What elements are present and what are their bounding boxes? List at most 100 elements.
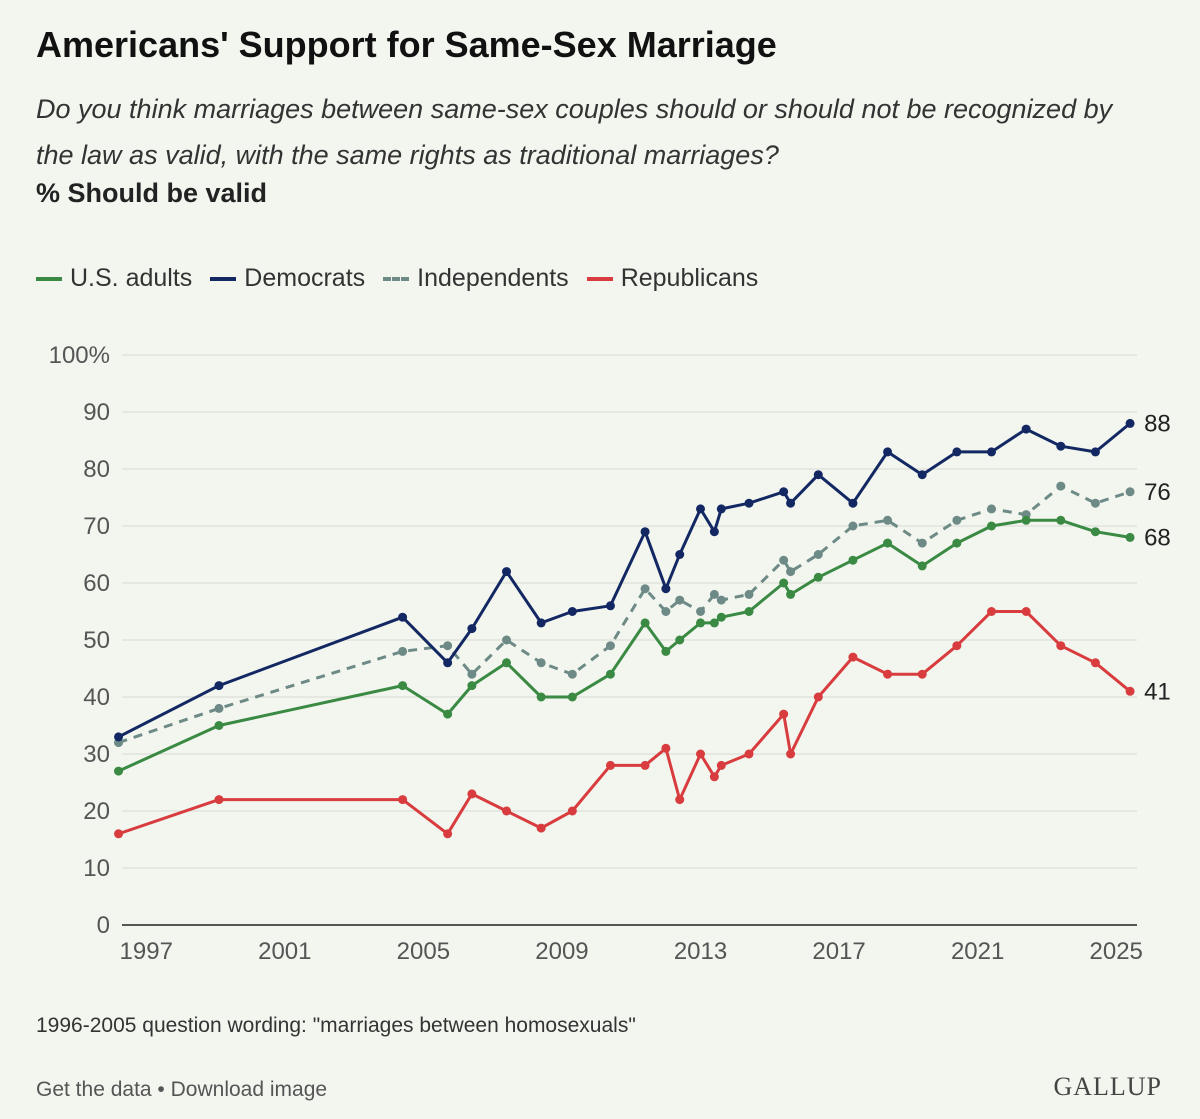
- footer-links: Get the data • Download image: [36, 1078, 327, 1102]
- data-point-u-s-adults: [1056, 515, 1066, 525]
- data-point-democrats: [443, 658, 453, 668]
- data-point-republicans: [883, 669, 893, 679]
- data-point-democrats: [661, 584, 671, 594]
- data-point-democrats: [605, 601, 615, 611]
- y-tick-label: 20: [83, 798, 110, 825]
- x-tick-label: 2017: [812, 938, 865, 965]
- data-point-democrats: [883, 447, 893, 457]
- data-point-independents: [661, 607, 671, 616]
- x-tick-label: 2021: [951, 938, 1004, 965]
- data-point-independents: [1125, 487, 1135, 497]
- data-point-independents: [567, 669, 577, 679]
- y-tick-label: 60: [83, 570, 110, 597]
- data-point-independents: [443, 641, 453, 651]
- data-point-u-s-adults: [744, 607, 754, 616]
- data-point-independents: [716, 595, 726, 605]
- series-line-republicans: [118, 610, 1132, 836]
- legend-label-independents: Independents: [417, 264, 569, 292]
- data-point-republicans: [813, 692, 823, 702]
- data-point-democrats: [536, 618, 546, 628]
- data-point-democrats: [813, 470, 823, 480]
- data-point-democrats: [675, 550, 685, 559]
- series-line-u-s-adults: [117, 518, 1131, 773]
- data-point-democrats: [987, 447, 997, 457]
- data-point-republicans: [567, 806, 577, 816]
- data-point-republicans: [987, 607, 997, 616]
- chart-measure-label: % Should be valid: [36, 178, 268, 208]
- data-point-democrats: [917, 470, 927, 480]
- data-point-independents: [779, 555, 789, 565]
- data-point-independents: [883, 515, 893, 525]
- x-tick-label: 2009: [535, 938, 588, 965]
- data-point-independents: [744, 589, 754, 599]
- data-point-u-s-adults: [1090, 527, 1100, 537]
- get-data-link[interactable]: Get the data: [36, 1078, 152, 1101]
- data-point-u-s-adults: [398, 681, 408, 691]
- y-tick-label: 30: [83, 741, 110, 768]
- data-point-democrats: [696, 504, 706, 514]
- x-tick-label: 1997: [120, 938, 173, 965]
- data-point-democrats: [640, 527, 650, 537]
- y-tick-label: 90: [83, 399, 110, 426]
- data-point-republicans: [696, 749, 706, 759]
- legend-item-republicans: Republicans: [586, 264, 758, 293]
- data-point-u-s-adults: [883, 538, 893, 548]
- data-point-u-s-adults: [661, 646, 671, 656]
- data-point-independents: [467, 669, 477, 679]
- data-point-u-s-adults: [696, 618, 706, 628]
- data-point-republicans: [640, 760, 650, 770]
- data-point-independents: [786, 567, 796, 577]
- data-point-democrats: [398, 612, 408, 622]
- wording-note: 1996-2005 question wording: "marriages b…: [36, 1014, 636, 1037]
- y-tick-label: 40: [83, 684, 110, 711]
- data-point-republicans: [536, 823, 546, 833]
- x-tick-label: 2013: [674, 938, 727, 965]
- data-point-independents: [952, 515, 962, 525]
- data-point-u-s-adults: [779, 578, 789, 588]
- data-point-republicans: [1125, 686, 1135, 696]
- data-point-independents: [675, 595, 685, 605]
- data-point-republicans: [605, 760, 615, 770]
- data-point-democrats: [1090, 447, 1100, 457]
- data-point-u-s-adults: [502, 658, 512, 668]
- legend-item-democrats: Democrats: [210, 264, 365, 293]
- data-point-republicans: [744, 749, 754, 759]
- data-point-independents: [398, 646, 408, 656]
- data-point-democrats: [467, 624, 477, 634]
- data-point-independents: [605, 641, 615, 651]
- series-line-democrats: [117, 422, 1132, 739]
- data-point-u-s-adults: [214, 721, 224, 730]
- series-line-independents: [118, 484, 1131, 745]
- data-point-u-s-adults: [709, 618, 719, 628]
- legend-swatch-independents: [383, 276, 410, 281]
- data-point-republicans: [214, 795, 224, 805]
- end-label-u-s-adults: 68: [1144, 524, 1171, 551]
- data-point-independents: [709, 589, 719, 599]
- data-point-independents: [813, 550, 823, 559]
- data-point-independents: [502, 635, 512, 645]
- data-point-independents: [848, 521, 858, 531]
- y-tick-label: 50: [83, 627, 110, 654]
- chart-legend: U.S. adults Democrats Independents Repub…: [36, 264, 758, 293]
- data-point-republicans: [661, 743, 671, 753]
- data-point-democrats: [1056, 441, 1066, 451]
- data-point-u-s-adults: [813, 572, 823, 582]
- data-point-republicans: [675, 795, 685, 805]
- data-point-independents: [1056, 481, 1066, 491]
- data-point-republicans: [709, 772, 719, 782]
- chart-title: Americans' Support for Same-Sex Marriage: [36, 24, 777, 65]
- end-label-independents: 76: [1144, 479, 1171, 506]
- data-point-independents: [696, 607, 706, 616]
- data-point-u-s-adults: [443, 709, 453, 719]
- x-tick-label: 2025: [1090, 938, 1143, 965]
- x-tick-label: 2005: [397, 938, 450, 965]
- y-tick-label: 0: [97, 912, 110, 939]
- data-point-republicans: [848, 652, 858, 662]
- y-tick-label: 100%: [49, 342, 110, 369]
- data-point-democrats: [952, 447, 962, 457]
- legend-label-us-adults: U.S. adults: [70, 264, 193, 292]
- data-point-democrats: [716, 504, 726, 514]
- data-point-democrats: [114, 732, 124, 742]
- data-point-u-s-adults: [952, 538, 962, 548]
- download-image-link[interactable]: Download image: [170, 1078, 328, 1101]
